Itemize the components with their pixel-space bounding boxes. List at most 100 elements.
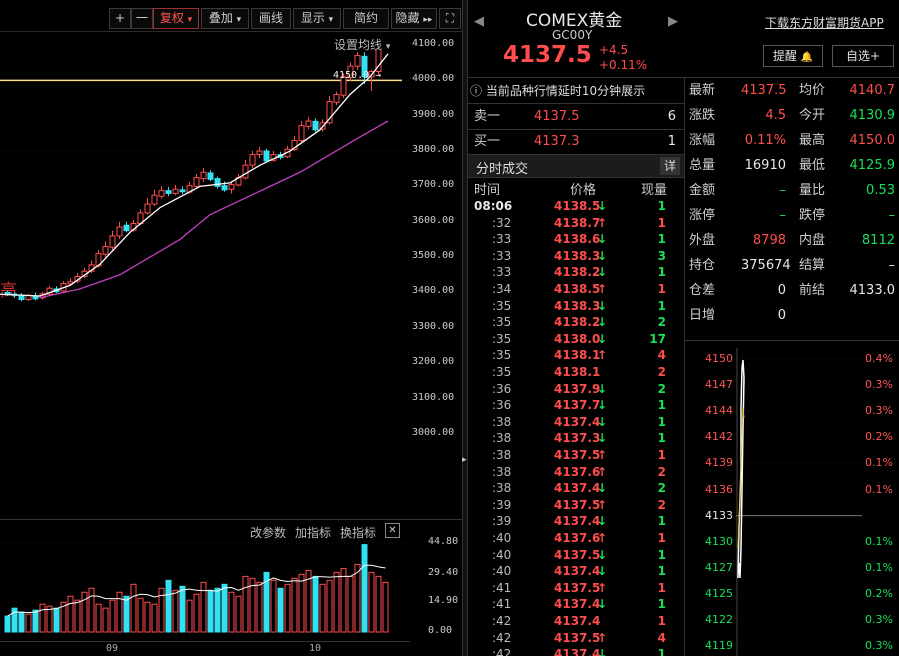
trade-price: 4137.5 — [554, 547, 601, 562]
delay-notice-text: 当前品种行情延时10分钟展示 — [485, 84, 646, 98]
next-symbol-icon[interactable]: ▶ — [668, 14, 678, 29]
order-book-divider — [468, 129, 684, 130]
volume-ma-line — [7, 564, 386, 617]
zoom-in-button[interactable]: + — [109, 8, 131, 29]
symbol-code: GC00Y — [552, 28, 593, 42]
latest-label: 最新 — [689, 83, 716, 98]
trade-qty: 17 — [649, 331, 666, 346]
mini-chart-divider — [685, 340, 899, 341]
arrow-down-icon: ↓ — [597, 248, 608, 263]
ma-settings-button[interactable]: 设置均线 ▾ — [334, 36, 390, 53]
bid1-qty: 1 — [667, 134, 676, 149]
collapse-handle-icon[interactable]: ▸ — [462, 455, 467, 465]
y-tick-label: 4000.00 — [412, 73, 455, 85]
trade-time: :35 — [492, 365, 512, 379]
trade-qty: 2 — [657, 464, 666, 479]
trade-price: 4137.9 — [554, 381, 601, 396]
volume-chart — [0, 542, 410, 633]
draw-line-button[interactable]: 画线 — [251, 8, 291, 29]
mini-price-tick: 4139 — [705, 456, 733, 470]
change-param-button[interactable]: 改参数 — [250, 526, 287, 540]
chart-toolbar: + 一 复权 ▾ 叠加 ▾ 画线 显示 ▾ 简约 隐藏 ▸▸ ⛶ — [0, 8, 462, 30]
trades-list[interactable]: 08:06 4138.5 ↓ 1:32 4138.7 ↑ 1:33 4138.6 ↓ 1:33 41… — [468, 198, 684, 656]
settle-label: 结算 — [799, 258, 826, 273]
trades-detail-button[interactable]: 详 — [660, 157, 680, 175]
volume-bar — [53, 607, 60, 633]
volume-y-tick-label: 0.00 — [428, 625, 453, 636]
trade-price: 4138.2 — [554, 265, 601, 280]
trade-price: 4137.5 — [554, 580, 601, 595]
prev-symbol-icon[interactable]: ◀ — [474, 14, 484, 29]
arrow-up-icon: ↑ — [597, 630, 608, 645]
simple-mode-button[interactable]: 简约 — [343, 8, 389, 29]
quote-grid: 最新 4137.5 均价 4140.7 涨跌 4.5 今开 4130.9 涨幅 0.11% 最高 41… — [685, 78, 899, 328]
add-indicator-button[interactable]: 加指标 — [295, 526, 332, 540]
quote-header: ◀ COMEX黄金 GC00Y ▶ 4137.5 +4.5 +0.11% 下载东… — [468, 0, 899, 78]
trade-qty: 1 — [657, 547, 666, 562]
arrow-down-icon: ↓ — [597, 481, 608, 496]
mini-pct-tick: 0.3% — [865, 378, 893, 392]
fullscreen-icon[interactable]: ⛶ — [439, 8, 461, 29]
zoom-out-button[interactable]: 一 — [131, 8, 153, 29]
remind-button[interactable]: 提醒 🔔 — [763, 45, 823, 67]
candle — [102, 245, 109, 255]
arrow-up-icon: ↑ — [597, 448, 608, 462]
arrow-down-icon: ↓ — [597, 199, 608, 213]
download-app-link[interactable]: 下载东方财富期货APP — [765, 16, 884, 30]
y-tick-label: 4100.00 — [412, 38, 455, 49]
ask1-price: 4137.5 — [534, 109, 580, 124]
trade-time: :41 — [492, 597, 512, 612]
header-divider — [468, 77, 899, 78]
arrow-down-icon: ↓ — [597, 514, 608, 529]
y-tick-label: 3500.00 — [412, 250, 455, 262]
volume-bar — [214, 587, 221, 633]
fuquan-button[interactable]: 复权 ▾ — [153, 8, 199, 29]
watchlist-button[interactable]: 自选+ — [832, 45, 894, 67]
trade-price: 4138.5 — [554, 199, 601, 213]
trade-qty: 4 — [657, 348, 666, 363]
ma-short-line — [0, 53, 389, 297]
trade-time: :35 — [492, 298, 512, 313]
bid1-price: 4137.3 — [534, 134, 580, 149]
ask1-qty: 6 — [667, 109, 676, 124]
trade-qty: 2 — [657, 315, 666, 330]
remind-label: 提醒 — [772, 49, 797, 63]
trade-price: 4138.3 — [554, 298, 601, 313]
overlay-button[interactable]: 叠加 ▾ — [201, 8, 249, 29]
mini-price-tick: 4130 — [705, 534, 733, 548]
limit_down-value: – — [888, 208, 896, 223]
mini-pct-tick: 0.2% — [865, 430, 893, 444]
close-indicator-icon[interactable]: ✕ — [385, 523, 400, 538]
mini-pct-tick: 0.1% — [865, 560, 893, 574]
trade-price: 4137.6 — [554, 531, 601, 545]
trades-columns: 时间 价格 现量 — [468, 179, 684, 198]
switch-indicator-button[interactable]: 换指标 — [340, 526, 377, 540]
arrow-up-icon: ↑ — [597, 497, 608, 512]
trade-price: 4138.6 — [554, 232, 601, 247]
mini-pct-tick: 0.4% — [865, 352, 893, 365]
trade-row: :36 4137.9 ↓ 2 — [468, 381, 684, 398]
trade-price: 4137.3 — [554, 431, 601, 446]
trade-price: 4137.7 — [554, 398, 601, 413]
volume-y-tick-label: 29.40 — [428, 566, 459, 578]
header-change: +4.5 — [599, 43, 629, 57]
trade-row: :33 4138.3 ↓ 3 — [468, 248, 684, 265]
trade-qty: 1 — [657, 199, 666, 213]
trade-price: 4137.5 — [554, 630, 601, 645]
panel-divider — [462, 0, 468, 656]
trade-time: :42 — [492, 614, 512, 628]
volume-bar — [382, 581, 389, 633]
trade-time: :40 — [492, 531, 512, 545]
volume-bar — [11, 607, 18, 633]
hide-button[interactable]: 隐藏 ▸▸ — [391, 8, 437, 29]
pct-label: 涨幅 — [689, 133, 716, 148]
mini-pct-tick: 0.3% — [865, 639, 893, 653]
mini-price-tick: 4125 — [705, 586, 733, 600]
volume-bar — [354, 563, 361, 633]
display-button[interactable]: 显示 ▾ — [293, 8, 341, 29]
mini-price-tick: 4142 — [705, 430, 733, 444]
trade-time: :35 — [492, 348, 512, 363]
trade-row: :34 4138.5 ↑ 1 — [468, 281, 684, 298]
trade-row: :42 4137.4 1 — [468, 613, 684, 630]
x-axis — [0, 641, 410, 656]
